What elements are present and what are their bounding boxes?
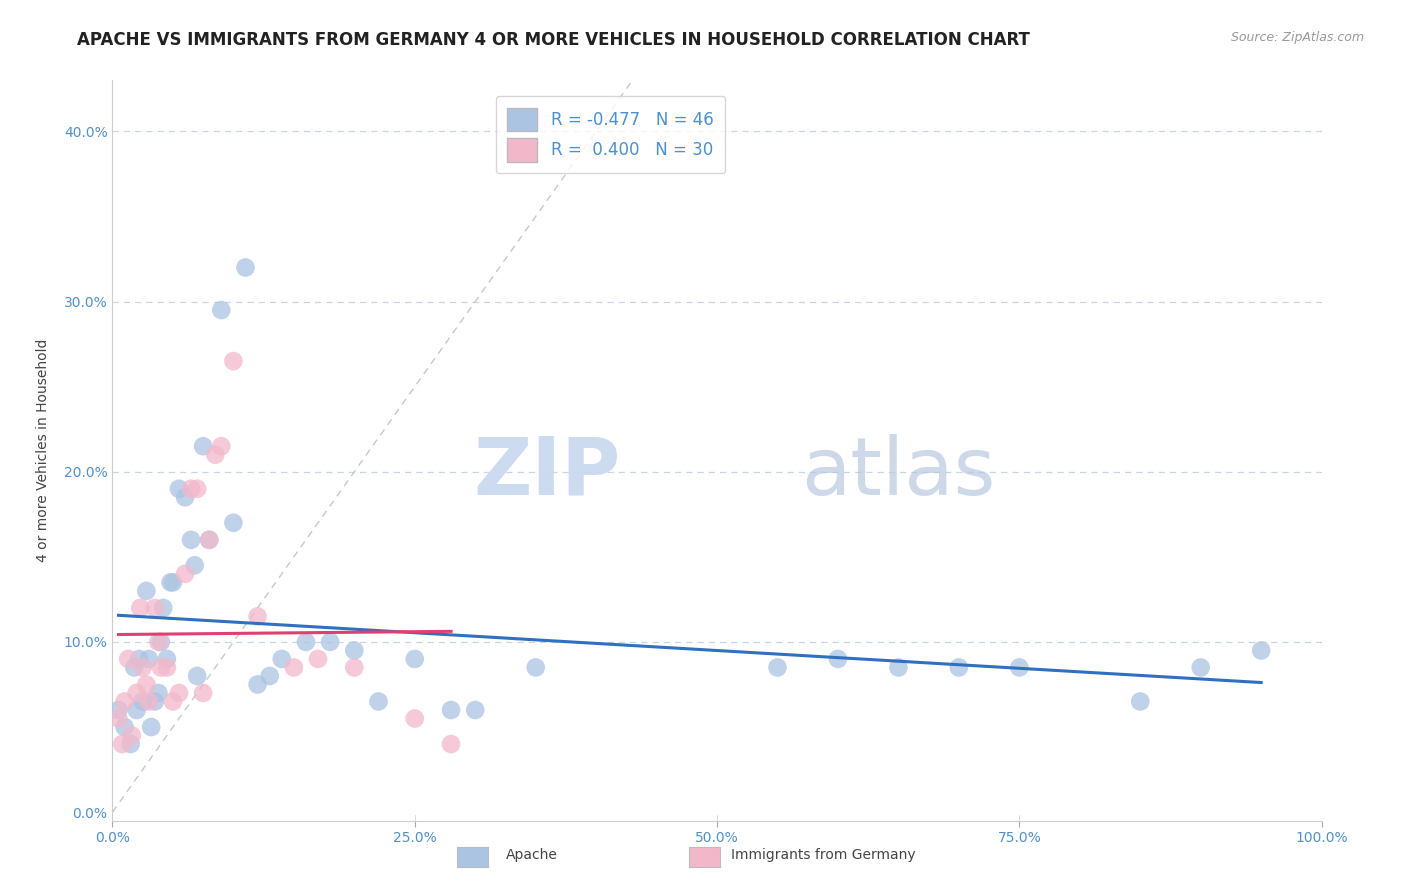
Point [143, 600, 166, 615]
Text: APACHE VS IMMIGRANTS FROM GERMANY 4 OR MORE VEHICLES IN HOUSEHOLD CORRELATION CH: APACHE VS IMMIGRANTS FROM GERMANY 4 OR M… [77, 31, 1031, 49]
Point [121, 729, 143, 743]
Point [159, 575, 181, 590]
Text: Apache: Apache [506, 847, 558, 862]
Point [766, 660, 789, 674]
Point [222, 516, 245, 530]
Point [827, 652, 849, 666]
Point [152, 600, 174, 615]
Point [524, 660, 547, 674]
Point [156, 660, 179, 674]
Point [186, 669, 208, 683]
Point [186, 482, 208, 496]
Point [259, 669, 281, 683]
Point [319, 635, 342, 649]
Point [198, 533, 221, 547]
Point [343, 643, 366, 657]
Point [180, 533, 202, 547]
Point [125, 703, 148, 717]
Point [464, 703, 486, 717]
Point [107, 703, 129, 717]
Point [1008, 660, 1031, 674]
Point [174, 490, 197, 504]
Point [191, 686, 214, 700]
Point [167, 482, 190, 496]
Point [135, 583, 157, 598]
Point [1129, 694, 1152, 708]
Point [1189, 660, 1212, 674]
Point [222, 354, 245, 368]
Point [343, 660, 366, 674]
Point [129, 600, 152, 615]
Point [138, 652, 160, 666]
Point [440, 737, 463, 751]
Point [148, 686, 170, 700]
Point [149, 635, 172, 649]
Point [307, 652, 329, 666]
Point [204, 448, 226, 462]
Point [125, 686, 148, 700]
Point [111, 737, 134, 751]
Point [132, 660, 155, 674]
Point [180, 482, 202, 496]
Point [295, 635, 318, 649]
Point [114, 694, 136, 708]
Point [114, 720, 136, 734]
Point [246, 677, 269, 691]
Point [404, 652, 426, 666]
Text: Immigrants from Germany: Immigrants from Germany [731, 847, 915, 862]
Point [167, 686, 190, 700]
Point [191, 439, 214, 453]
Point [141, 720, 163, 734]
Point [156, 652, 179, 666]
Point [246, 609, 269, 624]
Point [209, 303, 232, 318]
Point [887, 660, 910, 674]
Point [283, 660, 305, 674]
Point [138, 694, 160, 708]
Point [270, 652, 292, 666]
Point [198, 533, 221, 547]
Point [135, 677, 157, 691]
Point [122, 660, 145, 674]
Text: Source: ZipAtlas.com: Source: ZipAtlas.com [1230, 31, 1364, 45]
Point [132, 694, 155, 708]
Text: ZIP: ZIP [472, 434, 620, 512]
Point [149, 660, 172, 674]
Point [948, 660, 970, 674]
Point [162, 575, 184, 590]
Point [128, 652, 150, 666]
Point [183, 558, 205, 573]
Point [235, 260, 257, 275]
Point [209, 439, 232, 453]
Point [120, 737, 142, 751]
Point [162, 694, 184, 708]
Point [1250, 643, 1272, 657]
Point [107, 712, 129, 726]
Text: atlas: atlas [801, 434, 995, 512]
Point [117, 652, 139, 666]
Point [174, 566, 197, 581]
Point [440, 703, 463, 717]
Point [404, 712, 426, 726]
Legend: R = -0.477   N = 46, R =  0.400   N = 30: R = -0.477 N = 46, R = 0.400 N = 30 [496, 96, 725, 173]
Point [367, 694, 389, 708]
Point [148, 635, 170, 649]
Y-axis label: 4 or more Vehicles in Household: 4 or more Vehicles in Household [37, 339, 49, 562]
Point [143, 694, 166, 708]
